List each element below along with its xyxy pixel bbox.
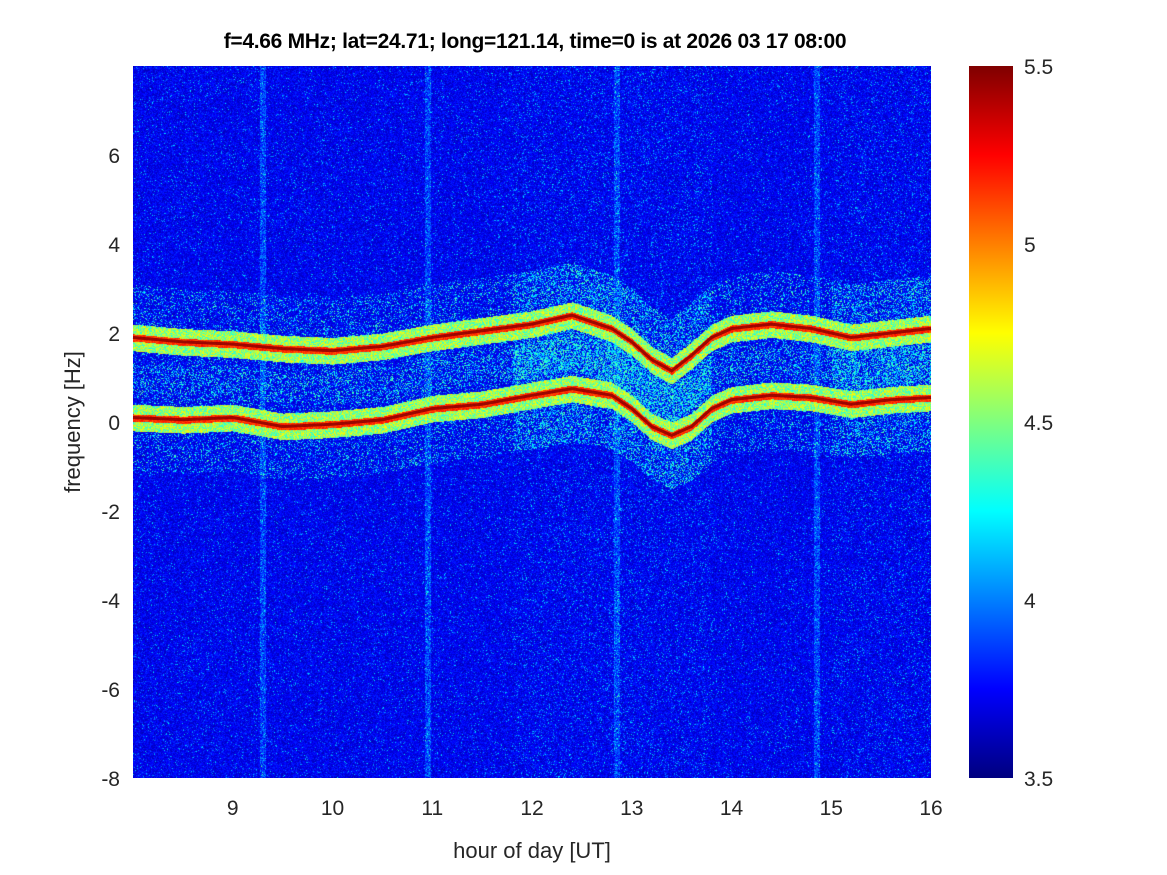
y-tick-label: -4 — [101, 590, 120, 613]
x-axis-label: hour of day [UT] — [453, 838, 611, 863]
colorbar-tick-label: 4 — [1024, 590, 1036, 613]
x-tick-label: 14 — [720, 797, 744, 820]
colorbar-tick-label: 3.5 — [1024, 768, 1053, 791]
y-axis-label: frequency [Hz] — [60, 351, 85, 493]
lower-trace — [132, 387, 932, 437]
upper-trace — [132, 313, 932, 373]
colorbar-tick-label: 5.5 — [1024, 56, 1053, 79]
y-tick-label: -6 — [101, 679, 120, 702]
x-tick-label: 13 — [620, 797, 643, 820]
y-tick-label: 6 — [108, 145, 120, 168]
colorbar-tick-label: 5 — [1024, 234, 1036, 257]
chart-title: f=4.66 MHz; lat=24.71; long=121.14, time… — [223, 30, 847, 53]
y-tick-label: 4 — [108, 234, 120, 257]
x-tick-label: 9 — [227, 797, 239, 820]
x-tick-label: 11 — [421, 797, 443, 820]
y-tick-label: -8 — [101, 768, 120, 791]
y-tick-label: 0 — [108, 412, 120, 435]
x-tick-label: 12 — [520, 797, 543, 820]
colorbar — [969, 66, 1013, 778]
y-tick-label: 2 — [108, 323, 120, 346]
x-tick-label: 16 — [919, 797, 942, 820]
x-tick-label: 10 — [321, 797, 344, 820]
x-tick-label: 15 — [820, 797, 843, 820]
y-tick-label: -2 — [101, 501, 120, 524]
colorbar-tick-label: 4.5 — [1024, 412, 1053, 435]
